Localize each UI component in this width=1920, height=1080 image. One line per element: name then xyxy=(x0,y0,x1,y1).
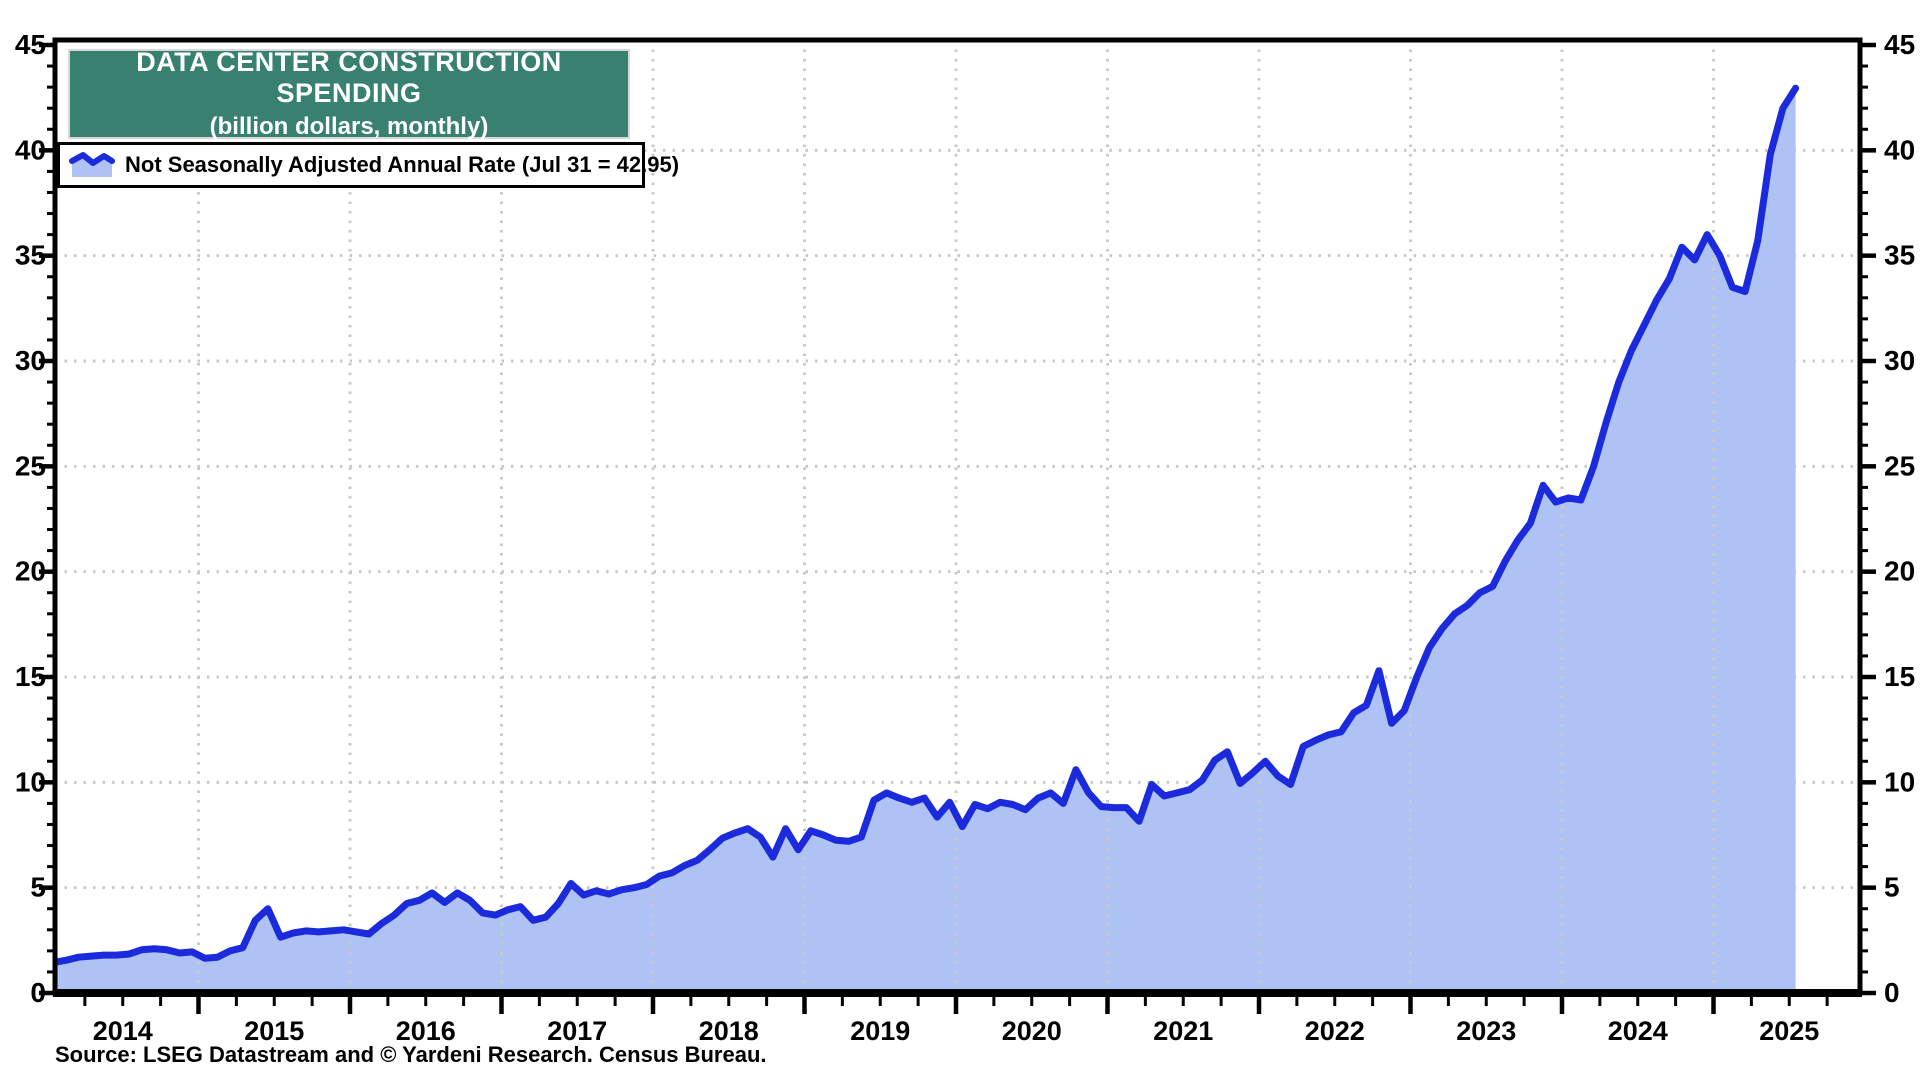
x-year-label: 2022 xyxy=(1305,1016,1365,1046)
x-year-label: 2023 xyxy=(1456,1016,1516,1046)
x-year-label: 2019 xyxy=(850,1016,910,1046)
series-line-path xyxy=(55,84,1800,966)
axis-ticks xyxy=(39,42,1876,1014)
x-axis-year-labels: 2014 2015 2016 2017 2018 2019 2020 2021 2022 2023… xyxy=(93,1016,1820,1046)
chart-title: DATA CENTER CONSTRUCTION SPENDING xyxy=(136,46,562,108)
y-axis-label-left: 10 xyxy=(15,766,46,797)
y-axis-label-right: 35 xyxy=(1884,240,1915,271)
x-year-label: 2024 xyxy=(1608,1016,1668,1046)
source-attribution: Source: LSEG Datastream and © Yardeni Re… xyxy=(55,1042,767,1067)
chart-subtitle: (billion dollars, monthly) xyxy=(209,113,489,141)
y-axis-label-left: 40 xyxy=(15,134,46,165)
area-fill xyxy=(55,88,1796,993)
y-axis-labels-right: 0 5 10 15 20 25 30 35 40 45 xyxy=(1884,29,1915,1008)
x-year-label: 2021 xyxy=(1153,1016,1213,1046)
y-axis-label-right: 40 xyxy=(1884,134,1915,165)
chart-title-box: DATA CENTER CONSTRUCTION SPENDING (billi… xyxy=(68,46,630,141)
y-axis-label-right: 15 xyxy=(1884,661,1915,692)
vertical-gridlines xyxy=(197,40,1715,993)
y-axis-label-right: 0 xyxy=(1884,977,1900,1008)
x-year-label: 2025 xyxy=(1759,1016,1819,1046)
series-area-path xyxy=(55,88,1796,993)
y-axis-label-right: 10 xyxy=(1884,766,1915,797)
x-year-label: 2020 xyxy=(1002,1016,1062,1046)
x-year-label: 2014 xyxy=(93,1016,153,1046)
y-axis-label-left: 35 xyxy=(15,240,46,271)
series-line xyxy=(55,84,1800,966)
x-year-label: 2018 xyxy=(699,1016,759,1046)
y-axis-label-right: 45 xyxy=(1884,29,1915,60)
y-axis-label-left: 0 xyxy=(30,977,46,1008)
y-axis-label-left: 45 xyxy=(15,29,46,60)
y-axis-label-left: 30 xyxy=(15,345,46,376)
y-axis-label-left: 20 xyxy=(15,556,46,587)
x-year-label: 2015 xyxy=(244,1016,304,1046)
y-axis-labels-left: 0 5 10 15 20 25 30 35 40 45 xyxy=(15,29,46,1008)
y-axis-label-right: 30 xyxy=(1884,345,1915,376)
y-axis-label-left: 5 xyxy=(30,872,46,903)
y-axis-label-right: 25 xyxy=(1884,450,1915,481)
x-year-label: 2017 xyxy=(547,1016,607,1046)
y-axis-label-left: 25 xyxy=(15,450,46,481)
plot-frame xyxy=(52,37,1863,997)
y-axis-label-left: 15 xyxy=(15,661,46,692)
area-line-swatch-icon xyxy=(69,152,115,177)
legend-label: Not Seasonally Adjusted Annual Rate (Jul… xyxy=(125,152,680,177)
legend-box: Not Seasonally Adjusted Annual Rate (Jul… xyxy=(57,142,679,188)
y-axis-label-right: 20 xyxy=(1884,556,1915,587)
x-year-label: 2016 xyxy=(396,1016,456,1046)
y-axis-label-right: 5 xyxy=(1884,872,1900,903)
